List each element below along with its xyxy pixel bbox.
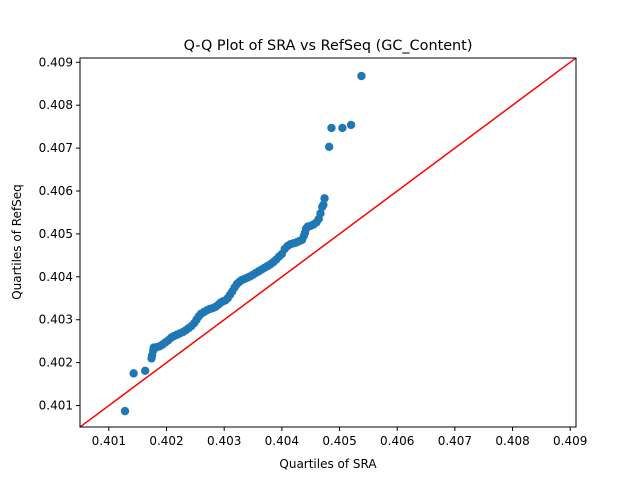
points-layer bbox=[120, 71, 366, 416]
data-point bbox=[316, 209, 325, 218]
x-axis: 0.401 0.402 0.403 0.404 0.405 0.406 0.407 0.408… bbox=[92, 427, 587, 448]
data-point bbox=[346, 120, 356, 130]
x-tick-label: 0.402 bbox=[149, 434, 183, 448]
y-tick-label: 0.407 bbox=[39, 141, 73, 155]
y-axis-label: Quartiles of RefSeq bbox=[10, 184, 24, 300]
y-tick-label: 0.403 bbox=[39, 313, 73, 327]
x-axis-label: Quartiles of SRA bbox=[279, 457, 377, 471]
data-point bbox=[327, 123, 336, 133]
chart-title: Q-Q Plot of SRA vs RefSeq (GC_Content) bbox=[184, 38, 473, 54]
y-tick-label: 0.402 bbox=[39, 356, 73, 370]
data-point bbox=[120, 406, 130, 416]
plot-frame bbox=[79, 57, 577, 428]
x-tick-label: 0.406 bbox=[380, 434, 414, 448]
y-tick-label: 0.405 bbox=[39, 227, 73, 241]
data-point bbox=[129, 369, 138, 378]
x-tick-label: 0.401 bbox=[92, 434, 126, 448]
x-tick-label: 0.408 bbox=[495, 434, 529, 448]
x-tick-label: 0.409 bbox=[553, 434, 587, 448]
x-tick-label: 0.405 bbox=[322, 434, 356, 448]
y-tick-label: 0.408 bbox=[39, 98, 73, 112]
y-tick-label: 0.401 bbox=[39, 399, 73, 413]
y-tick-label: 0.404 bbox=[39, 270, 73, 284]
data-point bbox=[320, 194, 329, 203]
data-point bbox=[140, 366, 150, 375]
data-point bbox=[357, 71, 366, 81]
y-tick-label: 0.409 bbox=[39, 55, 73, 69]
data-point bbox=[338, 123, 347, 133]
x-tick-label: 0.403 bbox=[207, 434, 241, 448]
x-tick-label: 0.407 bbox=[438, 434, 472, 448]
data-point bbox=[324, 142, 334, 152]
reference-line-layer bbox=[80, 58, 576, 427]
reference-line bbox=[80, 58, 576, 427]
data-point bbox=[319, 200, 328, 209]
y-tick-label: 0.406 bbox=[39, 184, 73, 198]
x-tick-label: 0.404 bbox=[265, 434, 299, 448]
y-axis: 0.401 0.402 0.403 0.404 0.405 0.406 0.407 0.408… bbox=[39, 55, 80, 413]
